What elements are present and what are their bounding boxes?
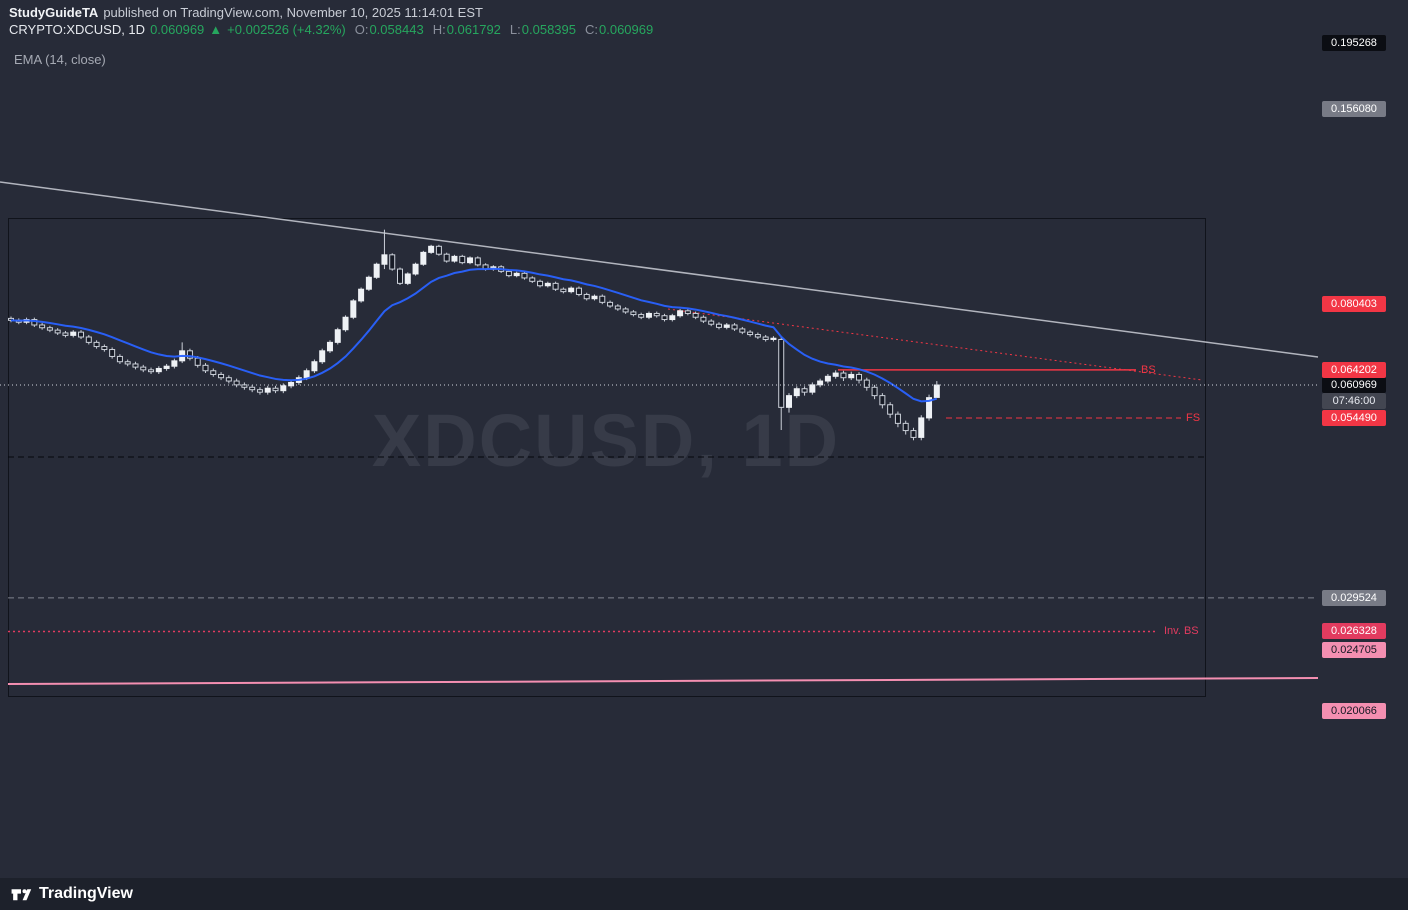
symbol-watermark: XDCUSD, 1D: [371, 399, 841, 482]
ema-line[interactable]: [10, 267, 938, 403]
symbol-info-bar: CRYPTO:XDCUSD, 1D 0.060969 ▲ +0.002526 (…: [9, 22, 658, 37]
open-value: 0.058443: [369, 22, 424, 37]
close-value: 0.060969: [599, 22, 654, 37]
tradingview-link[interactable]: TradingView: [10, 883, 133, 905]
author-name: StudyGuideTA: [9, 5, 99, 20]
indicator-legend: EMA (14, close): [14, 52, 106, 67]
publish-text: published on TradingView.com, November 1…: [103, 5, 483, 20]
rising-pink-support[interactable]: [7, 677, 1319, 685]
symbol-name: CRYPTO:XDCUSD, 1D: [9, 22, 146, 37]
price-change: +0.002526 (+4.32%): [227, 22, 346, 37]
footer-bar: TradingView: [0, 878, 1408, 910]
low-label: L:: [509, 22, 521, 37]
tradingview-logo-icon: [10, 883, 32, 905]
major-descending-trendline[interactable]: [0, 181, 1319, 358]
open-label: O:: [354, 22, 369, 37]
tradingview-brand: TradingView: [39, 885, 133, 902]
last-price-value: 0.060969: [150, 22, 205, 37]
low-value: 0.058395: [521, 22, 576, 37]
chart-area-border: [8, 218, 1206, 697]
high-label: H:: [432, 22, 446, 37]
up-arrow-icon: ▲: [209, 22, 223, 37]
publish-info: StudyGuideTA published on TradingView.com…: [9, 5, 483, 20]
close-label: C:: [585, 22, 598, 37]
high-value: 0.061792: [446, 22, 501, 37]
